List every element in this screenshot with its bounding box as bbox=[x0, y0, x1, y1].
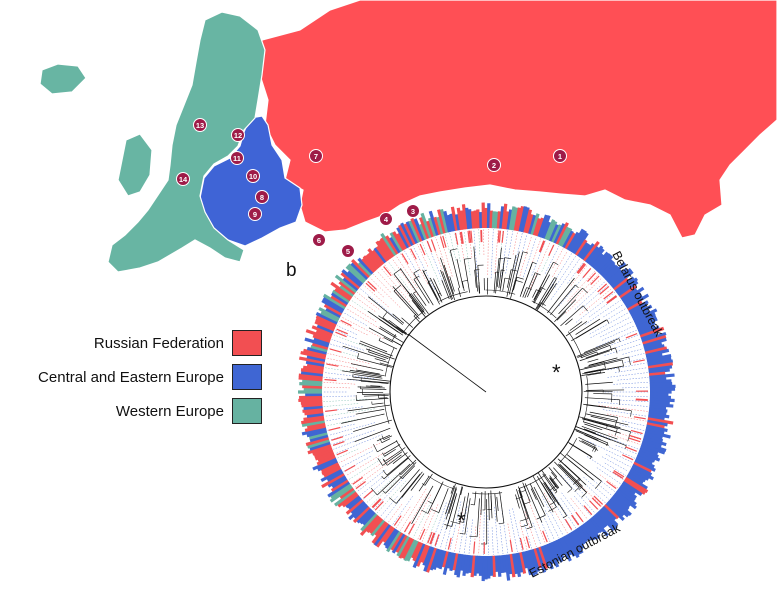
legend-swatch bbox=[232, 398, 262, 424]
asterisk-marker: * bbox=[552, 360, 561, 385]
svg-text:4: 4 bbox=[384, 215, 389, 224]
legend-swatch bbox=[232, 330, 262, 356]
location-marker-1: 1 bbox=[553, 149, 567, 163]
location-marker-2: 2 bbox=[487, 158, 501, 172]
panel-label-b: b bbox=[286, 260, 297, 281]
legend-label: Russian Federation bbox=[93, 334, 224, 352]
legend-label: Central and Eastern Europe bbox=[38, 368, 224, 386]
western-europe-region bbox=[107, 11, 266, 273]
location-marker-3: 3 bbox=[406, 204, 420, 218]
svg-text:5: 5 bbox=[346, 247, 350, 256]
location-marker-8: 8 bbox=[255, 190, 269, 204]
location-marker-4: 4 bbox=[379, 212, 393, 226]
location-marker-7: 7 bbox=[309, 149, 323, 163]
svg-text:3: 3 bbox=[411, 207, 415, 216]
legend-item: Western Europe bbox=[0, 398, 262, 424]
outer-colour-ring bbox=[298, 202, 676, 582]
svg-text:1: 1 bbox=[558, 152, 562, 161]
russia-region bbox=[259, 0, 777, 239]
svg-text:6: 6 bbox=[317, 236, 321, 245]
uk-region bbox=[117, 133, 153, 197]
tree-branches bbox=[341, 246, 632, 545]
tip-marks bbox=[324, 230, 649, 554]
location-marker-9: 9 bbox=[248, 207, 262, 221]
location-marker-6: 6 bbox=[312, 233, 326, 247]
legend-item: Central and Eastern Europe bbox=[0, 364, 262, 390]
asterisk-marker: * bbox=[457, 508, 466, 533]
svg-text:12: 12 bbox=[234, 131, 242, 140]
legend-swatch bbox=[232, 364, 262, 390]
location-marker-14: 14 bbox=[176, 172, 190, 186]
svg-text:7: 7 bbox=[314, 152, 318, 161]
svg-text:14: 14 bbox=[179, 175, 188, 184]
iceland-region bbox=[39, 63, 87, 95]
legend-item: Russian Federation bbox=[0, 330, 262, 356]
svg-text:10: 10 bbox=[249, 172, 257, 181]
location-marker-12: 12 bbox=[231, 128, 245, 142]
svg-text:2: 2 bbox=[492, 161, 496, 170]
legend-label: Western Europe bbox=[115, 402, 224, 420]
svg-text:11: 11 bbox=[233, 154, 241, 163]
leaf-connectors bbox=[323, 229, 649, 555]
svg-text:13: 13 bbox=[196, 121, 204, 130]
svg-text:9: 9 bbox=[253, 210, 257, 219]
location-marker-11: 11 bbox=[230, 151, 244, 165]
location-marker-10: 10 bbox=[246, 169, 260, 183]
location-marker-5: 5 bbox=[341, 244, 355, 258]
svg-text:8: 8 bbox=[260, 193, 264, 202]
location-marker-13: 13 bbox=[193, 118, 207, 132]
